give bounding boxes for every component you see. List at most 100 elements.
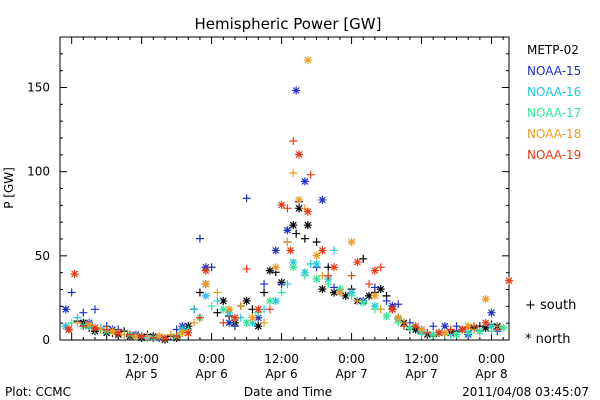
- north-point: [295, 150, 304, 159]
- north-point: [295, 195, 304, 204]
- north-point: [201, 266, 210, 275]
- legend-entry: NOAA-19: [527, 148, 581, 162]
- x-tick-date-label: Apr 6: [265, 367, 297, 381]
- north-point: [265, 266, 274, 275]
- north-point: [155, 332, 164, 341]
- south-point: [242, 264, 251, 273]
- north-point: [265, 296, 274, 305]
- south-point: [365, 280, 374, 289]
- south-point: [452, 322, 461, 331]
- y-tick-label: 50: [35, 249, 50, 263]
- south-point: [166, 330, 175, 339]
- north-point: [318, 195, 327, 204]
- north-point: [219, 305, 228, 314]
- footer-timestamp: 2011/04/08 03:45:07: [462, 385, 589, 399]
- south-point: [207, 301, 216, 310]
- north-point: [61, 322, 70, 331]
- north-point: [283, 226, 292, 235]
- north-point: [499, 323, 508, 332]
- north-point: [160, 333, 169, 342]
- north-point: [271, 263, 280, 272]
- north-point: [277, 200, 286, 209]
- north-point: [219, 296, 228, 305]
- south-point: [487, 327, 496, 336]
- north-point: [137, 332, 146, 341]
- south-point: [423, 328, 432, 337]
- north-point: [70, 269, 79, 278]
- legend-entry: METP-02: [527, 43, 579, 57]
- north-point: [481, 295, 490, 304]
- north-point: [429, 330, 438, 339]
- y-axis-label: P [GW]: [2, 167, 16, 209]
- south-point: [376, 263, 385, 272]
- x-tick-label: 0:00: [198, 352, 225, 366]
- north-point: [254, 305, 263, 314]
- north-point: [394, 313, 403, 322]
- north-point: [303, 221, 312, 230]
- marker-legend: + south * north: [525, 298, 576, 347]
- x-tick-label: 0:00: [338, 352, 365, 366]
- legend-entry: NOAA-15: [527, 64, 581, 78]
- south-point: [219, 318, 228, 327]
- north-point: [131, 332, 140, 341]
- north-point: [230, 313, 239, 322]
- south-point: [242, 194, 251, 203]
- north-point: [452, 330, 461, 339]
- north-point: [382, 312, 391, 321]
- north-point: [178, 328, 187, 337]
- north-point: [184, 328, 193, 337]
- north-point: [64, 325, 73, 334]
- north-point: [417, 325, 426, 334]
- north-point: [481, 323, 490, 332]
- north-point: [201, 291, 210, 300]
- south-point: [353, 296, 362, 305]
- south-point: [172, 332, 181, 341]
- north-point: [312, 259, 321, 268]
- north-point: [289, 221, 298, 230]
- south-point: [213, 288, 222, 297]
- north-point: [303, 207, 312, 216]
- north-point: [435, 328, 444, 337]
- south-point: [347, 271, 356, 280]
- x-tick-date-label: Apr 8: [475, 367, 507, 381]
- north-point: [487, 308, 496, 317]
- south-point: [283, 204, 292, 213]
- north-point: [61, 305, 70, 314]
- north-point: [388, 305, 397, 314]
- north-point: [254, 322, 263, 331]
- south-point: [347, 291, 356, 300]
- legend-entry: NOAA-17: [527, 106, 581, 120]
- x-tick-date-label: Apr 6: [196, 367, 228, 381]
- north-point: [505, 276, 513, 285]
- north-point: [108, 327, 117, 336]
- south-point: [236, 301, 245, 310]
- north-point: [318, 285, 327, 294]
- south-point: [446, 325, 455, 334]
- south-point: [67, 288, 76, 297]
- north-point: [312, 251, 321, 260]
- north-point: [330, 263, 339, 272]
- south-point: [493, 325, 502, 334]
- footer-source: Plot: CCMC: [5, 385, 71, 399]
- south-point: [324, 271, 333, 280]
- chart-title: Hemispheric Power [GW]: [195, 15, 382, 33]
- x-axis-label: Date and Time: [244, 385, 332, 399]
- north-point: [254, 313, 263, 322]
- north-point: [225, 318, 234, 327]
- south-point: [195, 288, 204, 297]
- south-point: [90, 305, 99, 314]
- north-point: [359, 298, 368, 307]
- south-point: [289, 168, 298, 177]
- south-point: [292, 229, 301, 238]
- north-point: [464, 322, 473, 331]
- north-point: [242, 318, 251, 327]
- south-point: [376, 305, 385, 314]
- south-point: [149, 333, 158, 342]
- marker-legend-entry: + south: [525, 298, 576, 313]
- south-point: [370, 283, 379, 292]
- south-point: [330, 283, 339, 292]
- north-point: [271, 246, 280, 255]
- south-point: [382, 296, 391, 305]
